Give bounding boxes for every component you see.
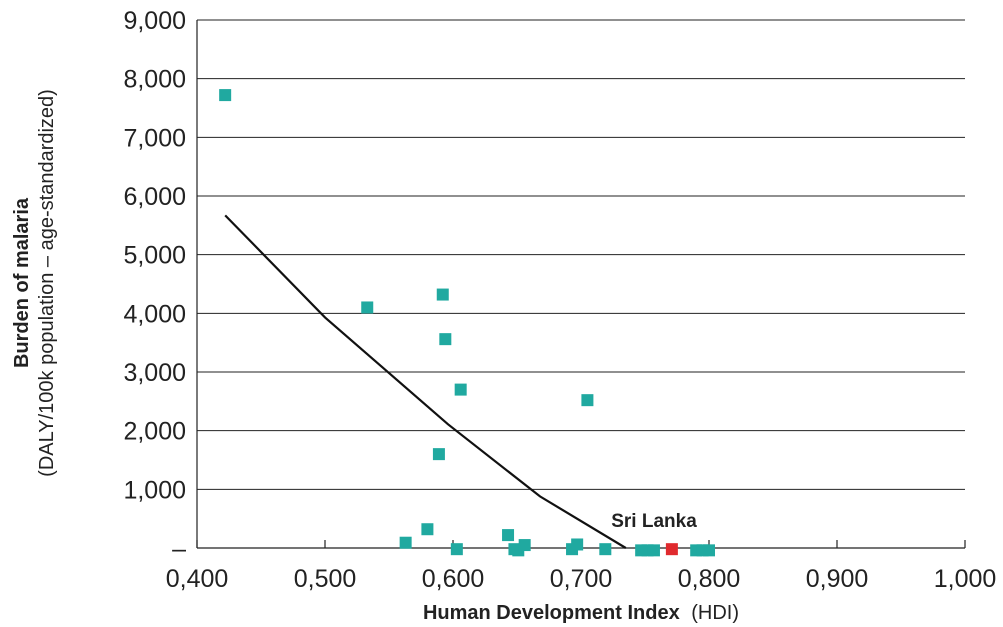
data-points	[219, 89, 715, 557]
y-tick-label: 6,000	[123, 183, 186, 211]
y-axis-title: Burden of malaria	[11, 197, 33, 368]
data-point	[439, 333, 452, 346]
data-point	[502, 529, 515, 542]
data-point	[219, 89, 232, 102]
data-point	[421, 523, 434, 536]
y-tick-label: 4,000	[123, 300, 186, 328]
data-point	[647, 544, 660, 557]
data-point	[599, 543, 612, 556]
sri-lanka-point	[665, 543, 678, 556]
y-tick-label: 1,000	[123, 476, 186, 504]
y-tick-label: 8,000	[123, 66, 186, 94]
data-point	[450, 543, 463, 556]
data-point	[361, 301, 374, 314]
x-axis-title: Human Development Index (HDI)	[423, 602, 739, 624]
data-point	[454, 383, 467, 396]
y-axis-subtitle: (DALY/100k population – age-standardized…	[36, 89, 58, 477]
data-point	[436, 288, 449, 301]
x-axis-title-bold: Human Development Index	[423, 602, 680, 624]
x-tick-label: 0,600	[422, 565, 485, 593]
sri-lanka-annotation: Sri Lanka	[611, 511, 697, 532]
y-tick-label: 9,000	[123, 7, 186, 35]
tick-labels: – 1,000 2,000 3,000 4,000 5,000 6,000 7,000 8,00…	[123, 7, 996, 593]
trend-line	[224, 214, 627, 549]
y-tick-label: 3,000	[123, 359, 186, 387]
gridlines	[197, 19, 965, 490]
y-tick-label: 5,000	[123, 242, 186, 270]
x-tick-label: 0,500	[294, 565, 357, 593]
data-point	[399, 536, 412, 549]
axes	[196, 20, 966, 549]
y-tick-label: 7,000	[123, 124, 186, 152]
data-point	[432, 448, 445, 461]
trend-line-group	[224, 214, 627, 549]
x-tick-label: 1,000	[934, 565, 997, 593]
data-point	[581, 394, 594, 407]
data-point	[571, 538, 584, 551]
x-tick-label: 0,400	[166, 565, 229, 593]
y-tick-label: 2,000	[123, 418, 186, 446]
x-tick-label: 0,800	[678, 565, 741, 593]
data-point	[703, 544, 715, 557]
y-tick-label: –	[172, 535, 186, 563]
x-tick-label: 0,700	[550, 565, 613, 593]
x-axis-title-rest: (HDI)	[691, 602, 739, 624]
x-tick-label: 0,900	[806, 565, 869, 593]
data-point	[518, 539, 531, 552]
